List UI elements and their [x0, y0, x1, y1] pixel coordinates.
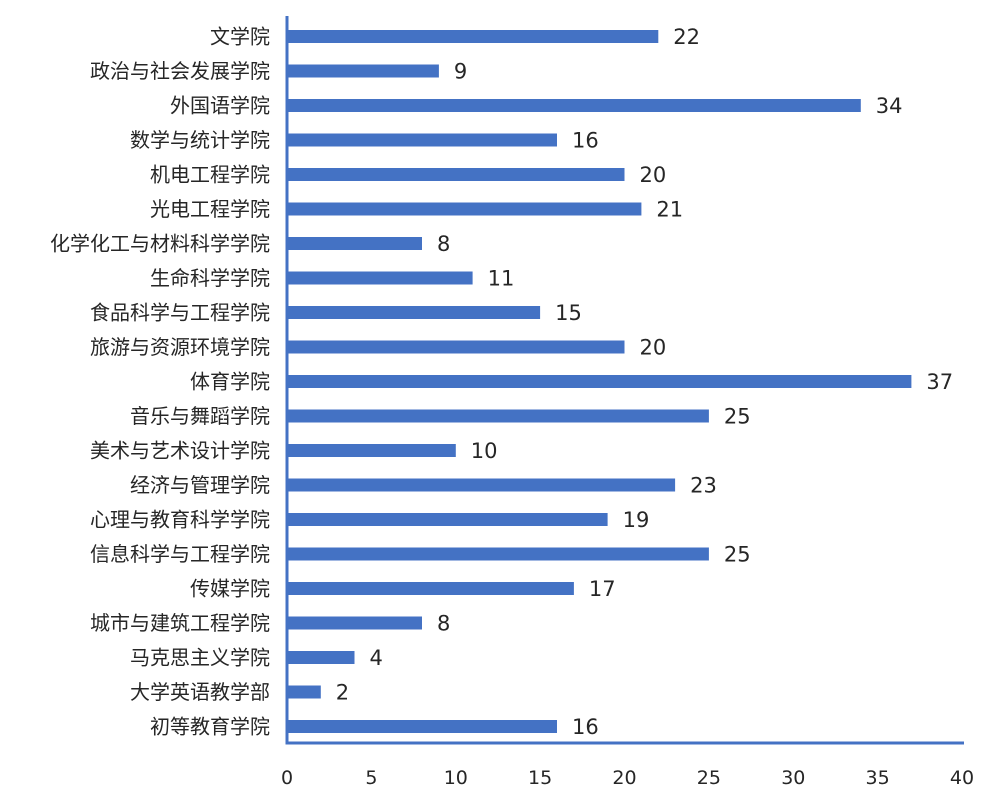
bar: [287, 64, 439, 78]
bar: [287, 651, 355, 664]
category-label: 数学与统计学院: [130, 128, 270, 152]
category-label: 马克思主义学院: [130, 646, 270, 670]
bar: [287, 237, 422, 250]
category-label: 美术与艺术设计学院: [90, 439, 270, 463]
value-label: 21: [656, 198, 683, 222]
value-label: 11: [488, 267, 515, 291]
value-label: 25: [724, 543, 751, 567]
x-tick-label: 0: [281, 767, 293, 789]
value-label: 34: [876, 94, 903, 118]
bar: [287, 513, 608, 526]
category-label: 大学英语教学部: [130, 680, 270, 704]
value-label: 2: [336, 681, 349, 705]
category-labels: 文学院政治与社会发展学院外国语学院数学与统计学院机电工程学院光电工程学院化学化工…: [50, 25, 270, 739]
category-label: 化学化工与材料科学学院: [50, 232, 270, 256]
bar: [287, 616, 422, 630]
value-label: 4: [370, 646, 383, 670]
bar: [287, 202, 642, 216]
category-label: 体育学院: [190, 370, 270, 394]
x-tick-label: 35: [866, 767, 890, 789]
bar: [287, 375, 912, 388]
bar: [287, 168, 625, 181]
bar: [287, 478, 676, 492]
category-label: 城市与建筑工程学院: [90, 611, 270, 635]
value-label: 20: [640, 336, 667, 360]
axes: [285, 16, 964, 745]
bar: [287, 409, 709, 423]
category-label: 食品科学与工程学院: [90, 301, 270, 325]
value-label: 16: [572, 129, 599, 153]
category-label: 旅游与资源环境学院: [90, 335, 270, 359]
x-tick-label: 30: [781, 767, 805, 789]
value-label: 19: [623, 508, 650, 532]
x-tick-label: 20: [612, 767, 636, 789]
bars-layer: [287, 30, 912, 733]
value-label: 16: [572, 715, 599, 739]
category-label: 经济与管理学院: [130, 473, 270, 497]
category-label: 政治与社会发展学院: [90, 59, 270, 83]
x-tick-label: 25: [697, 767, 721, 789]
value-label: 8: [437, 612, 450, 636]
bar: [287, 685, 321, 699]
bar: [287, 582, 574, 595]
value-labels: 22 9 34 16 20 21 8 11 15 20 37 25 10 23 19 25 17 8 42 16: [336, 25, 953, 739]
value-label: 10: [471, 439, 498, 463]
category-label: 信息科学与工程学院: [90, 542, 270, 566]
bar: [287, 133, 557, 147]
value-label: 17: [589, 577, 616, 601]
value-label: 37: [926, 370, 953, 394]
bar: [287, 271, 473, 285]
value-label: 9: [454, 60, 467, 84]
bar: [287, 99, 861, 112]
category-label: 生命科学学院: [150, 266, 270, 290]
value-label: 23: [690, 474, 717, 498]
category-label: 传媒学院: [190, 577, 270, 601]
bar: [287, 444, 456, 457]
bar: [287, 547, 709, 561]
x-tick-labels: 0 5 10 15 20 25 30 35 40: [281, 767, 974, 789]
bar: [287, 340, 625, 354]
category-label: 心理与教育科学学院: [90, 508, 270, 532]
x-tick-label: 40: [950, 767, 974, 789]
category-label: 光电工程学院: [150, 197, 270, 221]
value-label: 15: [555, 301, 582, 325]
x-tick-label: 10: [444, 767, 468, 789]
value-label: 8: [437, 232, 450, 256]
bar: [287, 720, 557, 733]
bar: [287, 30, 659, 43]
bar: [287, 306, 541, 319]
x-tick-label: 5: [365, 767, 377, 789]
category-label: 初等教育学院: [150, 715, 270, 739]
category-label: 文学院: [210, 25, 270, 49]
category-label: 机电工程学院: [150, 163, 270, 187]
value-label: 22: [673, 25, 700, 49]
value-label: 20: [640, 163, 667, 187]
category-label: 外国语学院: [170, 94, 270, 118]
x-tick-label: 15: [528, 767, 552, 789]
category-label: 音乐与舞蹈学院: [130, 404, 270, 428]
value-label: 25: [724, 405, 751, 429]
